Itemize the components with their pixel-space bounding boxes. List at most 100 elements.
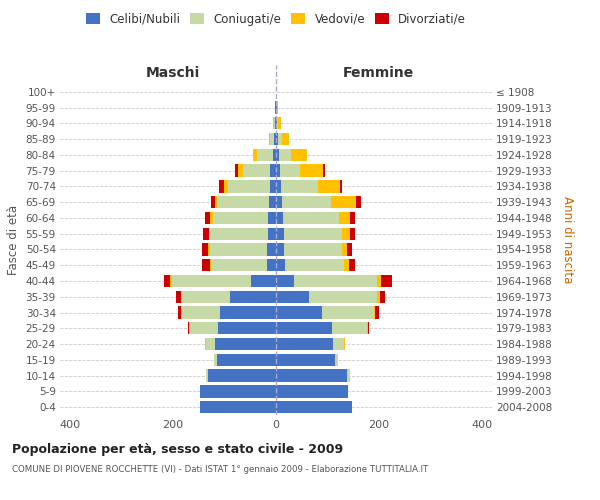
Bar bbox=[274, 133, 276, 145]
Bar bbox=[270, 164, 276, 177]
Bar bbox=[182, 306, 220, 318]
Bar bbox=[238, 164, 243, 177]
Bar bbox=[278, 148, 292, 161]
Bar bbox=[292, 148, 307, 161]
Bar bbox=[269, 196, 276, 208]
Bar bbox=[217, 196, 269, 208]
Bar bbox=[347, 370, 350, 382]
Bar bbox=[205, 212, 210, 224]
Bar bbox=[220, 180, 224, 192]
Bar bbox=[349, 259, 355, 272]
Bar bbox=[209, 228, 210, 240]
Bar bbox=[375, 306, 379, 318]
Bar bbox=[356, 196, 361, 208]
Bar bbox=[281, 180, 318, 192]
Bar bbox=[285, 259, 344, 272]
Bar bbox=[276, 354, 335, 366]
Bar bbox=[276, 228, 284, 240]
Bar bbox=[278, 117, 281, 130]
Bar bbox=[268, 228, 276, 240]
Bar bbox=[282, 196, 331, 208]
Bar bbox=[276, 164, 280, 177]
Bar bbox=[218, 322, 276, 334]
Bar bbox=[276, 212, 283, 224]
Bar bbox=[280, 164, 299, 177]
Bar bbox=[340, 180, 343, 192]
Text: Maschi: Maschi bbox=[146, 66, 200, 80]
Bar bbox=[181, 290, 182, 303]
Text: Popolazione per età, sesso e stato civile - 2009: Popolazione per età, sesso e stato civil… bbox=[12, 442, 343, 456]
Bar bbox=[276, 180, 281, 192]
Bar bbox=[276, 306, 322, 318]
Bar bbox=[202, 259, 210, 272]
Bar bbox=[332, 338, 344, 350]
Y-axis label: Anni di nascita: Anni di nascita bbox=[561, 196, 574, 284]
Bar bbox=[213, 212, 268, 224]
Bar bbox=[188, 322, 189, 334]
Bar bbox=[214, 354, 217, 366]
Bar bbox=[318, 180, 340, 192]
Bar bbox=[206, 370, 208, 382]
Bar bbox=[172, 275, 251, 287]
Bar bbox=[347, 244, 352, 256]
Bar bbox=[230, 290, 276, 303]
Bar bbox=[342, 228, 350, 240]
Bar bbox=[253, 148, 257, 161]
Bar bbox=[350, 228, 355, 240]
Bar bbox=[276, 385, 348, 398]
Bar bbox=[271, 133, 274, 145]
Bar bbox=[211, 259, 267, 272]
Bar bbox=[206, 338, 215, 350]
Bar bbox=[257, 148, 274, 161]
Bar bbox=[208, 370, 276, 382]
Bar bbox=[276, 401, 352, 413]
Bar bbox=[273, 117, 274, 130]
Bar bbox=[277, 117, 278, 130]
Text: COMUNE DI PIOVENE ROCCHETTE (VI) - Dati ISTAT 1° gennaio 2009 - Elaborazione TUT: COMUNE DI PIOVENE ROCCHETTE (VI) - Dati … bbox=[12, 465, 428, 474]
Bar bbox=[275, 117, 276, 130]
Bar bbox=[202, 244, 208, 256]
Bar bbox=[284, 244, 342, 256]
Bar bbox=[243, 164, 270, 177]
Bar bbox=[277, 102, 278, 114]
Bar bbox=[276, 322, 332, 334]
Bar bbox=[276, 117, 277, 130]
Bar bbox=[217, 354, 276, 366]
Bar bbox=[284, 228, 342, 240]
Bar bbox=[176, 290, 181, 303]
Bar bbox=[342, 244, 347, 256]
Bar bbox=[181, 306, 182, 318]
Bar bbox=[235, 164, 238, 177]
Bar bbox=[200, 401, 276, 413]
Bar bbox=[310, 290, 377, 303]
Bar bbox=[377, 275, 382, 287]
Bar bbox=[276, 102, 277, 114]
Bar bbox=[344, 259, 349, 272]
Bar bbox=[339, 212, 350, 224]
Bar bbox=[164, 275, 170, 287]
Bar bbox=[267, 259, 276, 272]
Bar bbox=[227, 180, 270, 192]
Bar bbox=[380, 290, 385, 303]
Bar bbox=[281, 133, 289, 145]
Bar bbox=[208, 244, 209, 256]
Bar bbox=[344, 338, 345, 350]
Bar bbox=[211, 196, 215, 208]
Bar bbox=[294, 275, 377, 287]
Bar bbox=[270, 180, 276, 192]
Legend: Celibi/Nubili, Coniugati/e, Vedovi/e, Divorziati/e: Celibi/Nubili, Coniugati/e, Vedovi/e, Di… bbox=[81, 8, 471, 30]
Bar bbox=[190, 322, 218, 334]
Text: Femmine: Femmine bbox=[343, 66, 415, 80]
Bar bbox=[276, 196, 282, 208]
Bar bbox=[323, 164, 325, 177]
Bar bbox=[377, 290, 380, 303]
Bar bbox=[200, 385, 276, 398]
Bar bbox=[209, 244, 267, 256]
Bar bbox=[220, 306, 276, 318]
Bar bbox=[299, 164, 323, 177]
Bar bbox=[276, 244, 284, 256]
Y-axis label: Fasce di età: Fasce di età bbox=[7, 205, 20, 275]
Bar bbox=[276, 148, 278, 161]
Bar bbox=[178, 306, 181, 318]
Bar bbox=[275, 102, 276, 114]
